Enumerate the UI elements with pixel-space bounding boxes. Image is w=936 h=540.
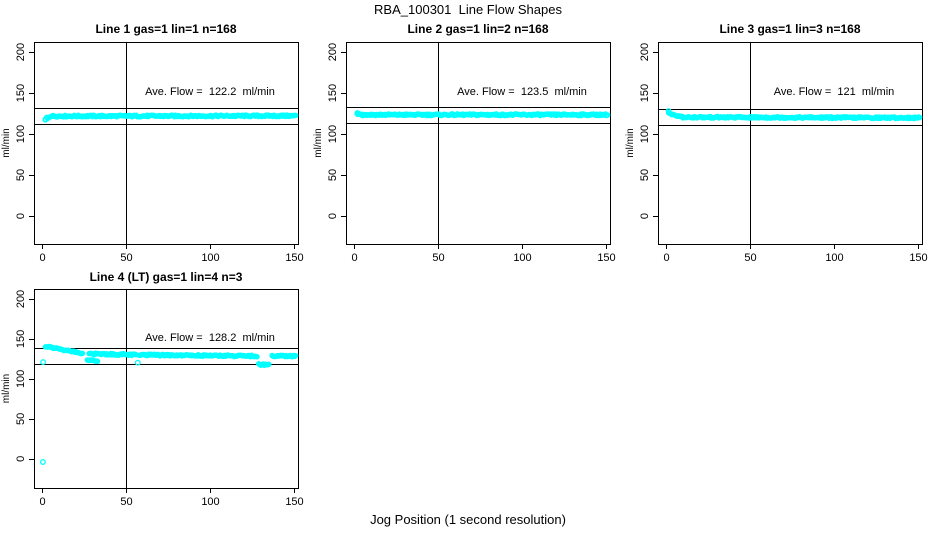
y-tick-label: 150 xyxy=(327,84,339,102)
y-tick-label: 0 xyxy=(639,213,651,219)
y-axis-unit-label: ml/min xyxy=(1,374,12,403)
subplot-plot: 0 50 100 150 0 50 100 150 200 ml/min xyxy=(625,42,928,264)
flow-scatter-series xyxy=(42,112,299,123)
x-tick-label: 100 xyxy=(201,496,219,508)
y-tick-label: 150 xyxy=(15,330,27,348)
flow-scatter-series xyxy=(665,108,923,122)
y-tick-label: 100 xyxy=(327,125,339,143)
flow-scatter-series xyxy=(354,110,611,119)
subplot-4: Line 4 (LT) gas=1 lin=4 n=3 0 50 100 150 0 50… xyxy=(0,266,312,512)
flow-scatter-series xyxy=(39,343,299,465)
subplot-plot: 0 50 100 150 0 50 100 150 200 ml/min xyxy=(313,42,616,264)
y-tick-label: 200 xyxy=(15,43,27,61)
outlier-point xyxy=(40,359,47,366)
y-tick-label: 100 xyxy=(15,125,27,143)
x-tick-label: 100 xyxy=(825,252,843,264)
subplot-plot: 0 50 100 150 0 50 100 150 200 ml/min xyxy=(1,42,304,264)
ave-flow-label: Ave. Flow = 122.2 ml/min xyxy=(145,86,275,98)
x-tick-label: 0 xyxy=(39,252,45,264)
ave-flow-label: Ave. Flow = 123.5 ml/min xyxy=(457,86,587,98)
y-tick-label: 50 xyxy=(15,169,27,181)
x-tick-label: 150 xyxy=(285,252,303,264)
y-axis-unit-label: ml/min xyxy=(313,128,324,157)
x-tick-label: 0 xyxy=(663,252,669,264)
ave-flow-label: Ave. Flow = 128.2 ml/min xyxy=(145,331,275,344)
x-axis-label: Jog Position (1 second resolution) xyxy=(370,512,566,527)
y-tick-label: 0 xyxy=(327,213,339,219)
outlier-point xyxy=(42,116,49,123)
data-point xyxy=(254,354,260,360)
y-axis-unit-label: ml/min xyxy=(1,128,12,157)
subplot-3: Line 3 gas=1 lin=3 n=168 0 50 100 150 0 50 100… xyxy=(624,18,936,268)
x-tick-label: 0 xyxy=(39,496,45,508)
x-tick-label: 100 xyxy=(201,252,219,264)
outlier-point xyxy=(354,110,361,117)
x-tick-label: 150 xyxy=(597,252,615,264)
subplot-title: Line 4 (LT) gas=1 lin=4 n=3 xyxy=(89,270,243,284)
plot-border xyxy=(346,42,611,245)
data-point xyxy=(292,112,299,119)
y-tick-label: 50 xyxy=(327,169,339,181)
x-tick-label: 50 xyxy=(120,496,132,508)
y-tick-label: 200 xyxy=(639,43,651,61)
y-tick-label: 100 xyxy=(639,125,651,143)
plot-border xyxy=(34,289,299,489)
y-tick-label: 150 xyxy=(15,84,27,102)
data-point xyxy=(289,353,296,360)
x-tick-label: 100 xyxy=(513,252,531,264)
x-tick-label: 150 xyxy=(285,496,303,508)
plot-border xyxy=(34,42,299,245)
subplot-1: Line 1 gas=1 lin=1 n=168 0 50 100 150 0 50 100… xyxy=(0,18,312,268)
x-tick-label: 0 xyxy=(351,252,357,264)
y-tick-label: 100 xyxy=(15,370,27,388)
x-tick-label: 150 xyxy=(909,252,927,264)
y-tick-label: 200 xyxy=(327,43,339,61)
y-tick-label: 200 xyxy=(15,290,27,308)
subplot-2: Line 2 gas=1 lin=2 n=168 0 50 100 150 0 50 100… xyxy=(312,18,624,268)
y-axis-unit-label: ml/min xyxy=(625,128,636,157)
data-point xyxy=(266,361,272,368)
y-tick-label: 50 xyxy=(15,413,27,425)
subplot-title: Line 2 gas=1 lin=2 n=168 xyxy=(407,22,549,36)
outlier-point xyxy=(665,108,672,115)
x-tick-label: 50 xyxy=(432,252,444,264)
data-point xyxy=(916,114,923,121)
data-point xyxy=(94,358,101,365)
ave-flow-label: Ave. Flow = 121 ml/min xyxy=(773,86,895,98)
subplot-title: Line 3 gas=1 lin=3 n=168 xyxy=(719,22,861,36)
data-point xyxy=(79,350,86,357)
x-tick-label: 50 xyxy=(744,252,756,264)
plot-border xyxy=(658,42,923,245)
y-tick-label: 0 xyxy=(15,456,27,462)
y-tick-label: 0 xyxy=(15,213,27,219)
data-point xyxy=(292,352,299,359)
outlier-point xyxy=(39,459,46,465)
y-tick-label: 150 xyxy=(639,84,651,102)
data-point xyxy=(604,112,611,118)
main-title: RBA_100301 Line Flow Shapes xyxy=(374,2,562,17)
subplot-plot: 0 50 100 150 0 50 100 150 200 ml/min xyxy=(1,289,304,508)
x-tick-label: 50 xyxy=(120,252,132,264)
outlier-point xyxy=(134,359,141,366)
y-tick-label: 50 xyxy=(639,169,651,181)
subplot-title: Line 1 gas=1 lin=1 n=168 xyxy=(95,22,237,36)
